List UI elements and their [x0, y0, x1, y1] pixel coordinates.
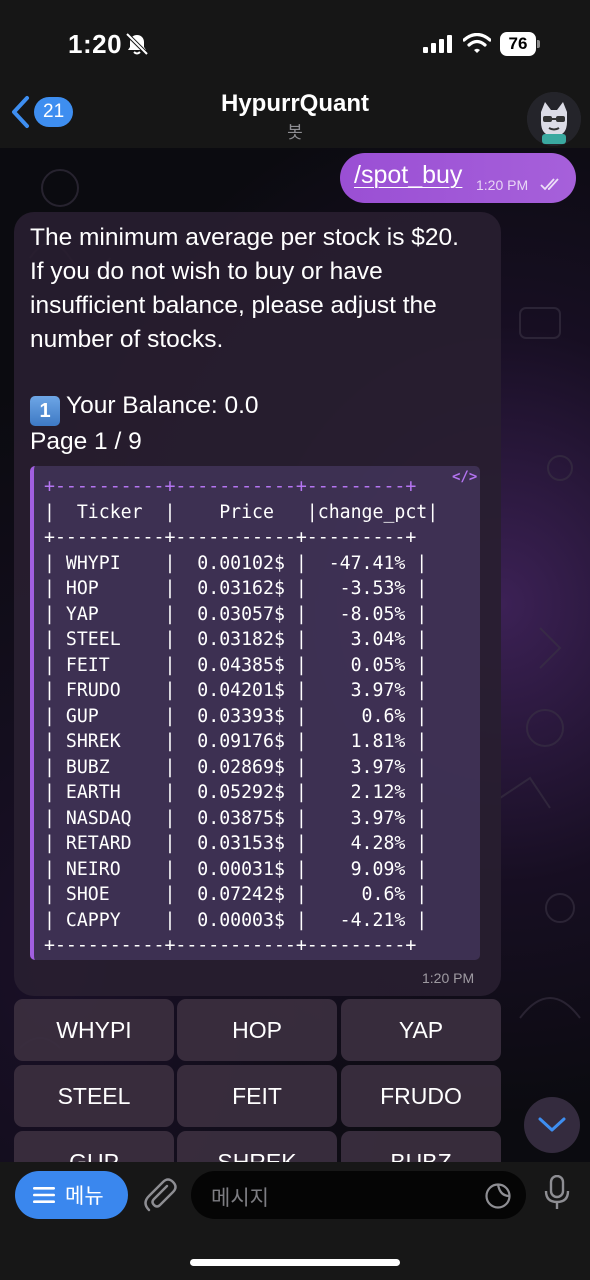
input-bar: 메뉴 메시지	[0, 1162, 590, 1280]
avatar[interactable]	[527, 92, 581, 146]
home-indicator	[190, 1259, 400, 1266]
table-row: | CAPPY | 0.00003$ | -4.21% |	[44, 909, 428, 931]
table-border: +----------+-----------+---------+	[44, 527, 417, 548]
balance-text: Your Balance: 0.0	[66, 392, 259, 419]
chat-subtitle: 봇	[287, 123, 303, 142]
keyboard-button-steel[interactable]: STEEL	[14, 1065, 174, 1127]
table-row: | YAP | 0.03057$ | -8.05% |	[44, 603, 428, 625]
message-time: 1:20 PM	[422, 970, 475, 986]
table-row: | STEEL | 0.03182$ | 3.04% |	[44, 629, 428, 650]
bell-muted-icon	[125, 32, 149, 56]
message-text-line: number of stocks.	[30, 326, 224, 353]
table-row: | EARTH | 0.05292$ | 2.12% |	[44, 782, 428, 803]
code-icon[interactable]: </>	[452, 469, 478, 485]
battery-level: 76	[500, 32, 536, 56]
keyboard-button-yap[interactable]: YAP	[341, 999, 501, 1061]
chat-header: 21 HypurrQuant 봇	[0, 80, 590, 148]
keyboard-button-whypi[interactable]: WHYPI	[14, 999, 174, 1061]
table-row: | SHREK | 0.09176$ | 1.81% |	[44, 731, 428, 752]
message-placeholder: 메시지	[211, 1187, 269, 1210]
message-time: 1:20 PM	[476, 177, 529, 193]
chat-title[interactable]: HypurrQuant	[220, 90, 369, 117]
incoming-message[interactable]: The minimum average per stock is $20. If…	[14, 212, 501, 996]
chevron-left-icon	[12, 96, 29, 128]
sticker-icon[interactable]	[484, 1182, 512, 1210]
table-row: | FEIT | 0.04385$ | 0.05% |	[44, 654, 428, 676]
message-input[interactable]: 메시지	[191, 1171, 526, 1219]
keyboard-button-frudo[interactable]: FRUDO	[341, 1065, 501, 1127]
table-row: | SHOE | 0.07242$ | 0.6% |	[44, 884, 428, 905]
table-border: +----------+-----------+---------+	[44, 935, 417, 956]
table-border: +----------+-----------+---------+	[44, 476, 417, 497]
paperclip-icon[interactable]	[143, 1176, 177, 1212]
menu-button[interactable]: 메뉴	[15, 1171, 128, 1219]
chevron-down-icon	[538, 1117, 566, 1132]
cat-avatar-icon	[527, 92, 581, 146]
table-row: | GUP | 0.03393$ | 0.6% |	[44, 705, 428, 727]
outgoing-message[interactable]: /spot_buy 1:20 PM	[340, 153, 576, 203]
keyboard-button-feit[interactable]: FEIT	[177, 1065, 337, 1127]
scroll-down-button[interactable]	[524, 1097, 580, 1153]
table-row: | NEIRO | 0.00031$ | 9.09% |	[44, 858, 428, 880]
table-row: | NASDAQ | 0.03875$ | 3.97% |	[44, 807, 428, 829]
status-bar: 1:20 76	[0, 0, 590, 80]
hamburger-icon	[33, 1187, 55, 1203]
message-text-line: The minimum average per stock is $20.	[30, 224, 459, 251]
message-text-line: insufficient balance, please adjust the	[30, 292, 437, 319]
keyboard-button-hop[interactable]: HOP	[177, 999, 337, 1061]
table-row: | RETARD | 0.03153$ | 4.28% |	[44, 833, 428, 854]
stock-table: +----------+-----------+---------+ | Tic…	[44, 474, 438, 959]
menu-label: 메뉴	[65, 1185, 104, 1208]
wifi-icon	[463, 33, 491, 53]
table-row: | HOP | 0.03162$ | -3.53% |	[44, 578, 428, 599]
microphone-icon[interactable]	[543, 1175, 571, 1211]
message-text-line: If you do not wish to buy or have	[30, 258, 383, 285]
back-button[interactable]: 21	[8, 94, 74, 130]
table-row: | BUBZ | 0.02869$ | 3.97% |	[44, 756, 428, 778]
unread-count-badge: 21	[34, 97, 74, 127]
double-check-icon	[540, 178, 559, 191]
keycap-one-icon: 1	[30, 396, 60, 426]
table-row: | FRUDO | 0.04201$ | 3.97% |	[44, 680, 428, 701]
balance-line: 1 Your Balance: 0.0	[30, 392, 259, 426]
page-indicator: Page 1 / 9	[30, 428, 142, 455]
command-link[interactable]: /spot_buy	[354, 161, 463, 189]
cellular-signal-icon	[423, 35, 452, 53]
table-row: | WHYPI | 0.00102$ | -47.41% |	[44, 552, 428, 574]
code-block[interactable]: </> +----------+-----------+---------+ |…	[30, 466, 480, 960]
battery-icon: 76	[500, 32, 540, 56]
table-header-row: | Ticker | Price |change_pct|	[44, 501, 439, 523]
status-time: 1:20	[68, 29, 123, 59]
